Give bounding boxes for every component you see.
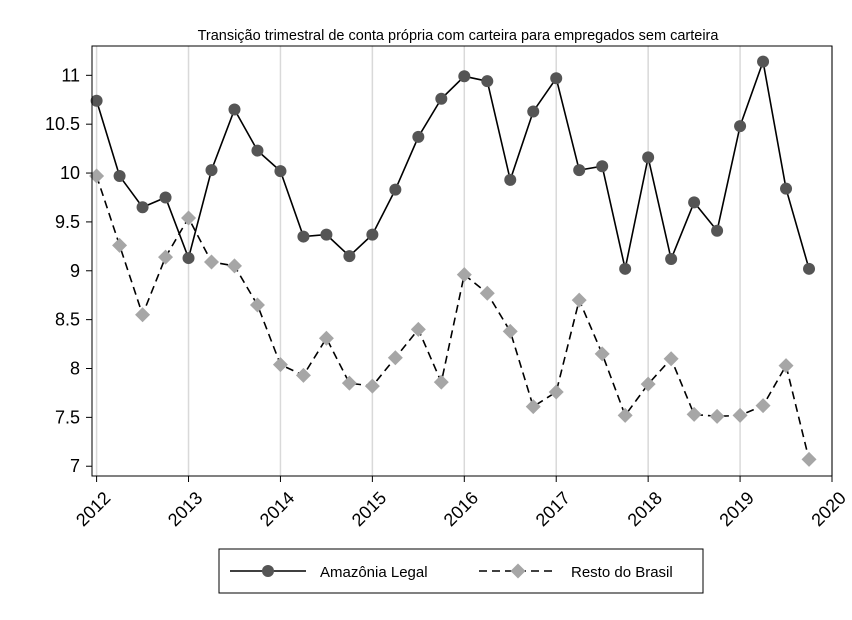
data-point: [182, 252, 195, 265]
legend-label: Amazônia Legal: [320, 564, 428, 581]
data-point: [159, 191, 172, 204]
data-point: [112, 237, 128, 253]
data-point: [226, 258, 242, 274]
data-point: [571, 292, 587, 308]
data-point: [113, 169, 126, 182]
data-point: [90, 94, 103, 107]
data-point: [642, 151, 655, 164]
data-point: [181, 210, 197, 226]
chart-title: Transição trimestral de conta própria co…: [198, 28, 720, 44]
data-point: [732, 407, 748, 423]
y-tick-label: 10: [60, 163, 80, 183]
data-point: [734, 120, 747, 133]
series-line: [95, 58, 810, 270]
data-point: [686, 406, 702, 422]
data-point: [755, 398, 771, 414]
data-point: [548, 384, 564, 400]
data-point: [297, 230, 310, 243]
y-tick-label: 9.5: [55, 212, 80, 232]
data-point: [481, 75, 494, 88]
y-tick-label: 7.5: [55, 407, 80, 427]
series-line: [95, 175, 810, 460]
data-point: [573, 164, 586, 177]
data-point: [387, 350, 403, 366]
data-point: [458, 70, 471, 83]
data-point: [663, 351, 679, 367]
data-point: [412, 130, 425, 143]
y-tick-label: 11: [61, 65, 80, 85]
data-point: [504, 173, 517, 186]
y-tick-label: 8: [70, 359, 80, 379]
data-point: [274, 165, 287, 178]
data-point: [249, 297, 265, 313]
data-point: [228, 103, 241, 116]
data-point: [801, 451, 817, 467]
data-point: [410, 321, 426, 337]
data-point: [688, 196, 701, 209]
data-point: [525, 399, 541, 415]
data-point: [803, 262, 816, 275]
data-point: [318, 330, 334, 346]
data-point: [204, 254, 220, 270]
data-point: [320, 228, 333, 241]
data-point: [617, 407, 633, 423]
series-2: [89, 168, 817, 467]
series-1: [90, 55, 816, 275]
data-point: [435, 92, 448, 105]
data-point: [502, 323, 518, 339]
data-point: [619, 262, 632, 275]
data-point: [527, 105, 540, 118]
data-point: [295, 367, 311, 383]
legend-marker: [262, 565, 274, 577]
legend-label: Resto do Brasil: [571, 564, 673, 581]
data-point: [596, 160, 609, 173]
data-point: [158, 249, 174, 265]
data-point: [135, 307, 151, 323]
data-point: [205, 164, 218, 177]
legend-marker: [510, 563, 526, 579]
data-point: [709, 408, 725, 424]
data-point: [341, 375, 357, 391]
data-point: [272, 357, 288, 373]
data-point: [665, 253, 678, 266]
data-point: [364, 378, 380, 394]
data-point: [343, 250, 356, 263]
legend: Amazônia Legal Resto do Brasil: [218, 548, 704, 594]
data-point: [136, 201, 149, 214]
y-tick-label: 9: [70, 261, 80, 281]
y-tick-label: 10.5: [45, 114, 80, 134]
data-point: [389, 183, 402, 196]
data-point: [550, 72, 563, 85]
data-point: [711, 224, 724, 237]
data-point: [640, 376, 656, 392]
y-tick-label: 8.5: [55, 310, 80, 330]
data-point: [757, 55, 770, 68]
data-point: [780, 182, 793, 195]
data-point: [456, 267, 472, 283]
data-point: [778, 358, 794, 374]
data-point: [594, 346, 610, 362]
data-point: [366, 228, 379, 241]
data-point: [89, 168, 105, 184]
series-layer: [89, 55, 817, 467]
data-point: [433, 374, 449, 390]
data-point: [479, 285, 495, 301]
data-point: [251, 144, 264, 157]
plot-frame: [91, 45, 833, 477]
y-tick-label: 7: [70, 456, 80, 476]
